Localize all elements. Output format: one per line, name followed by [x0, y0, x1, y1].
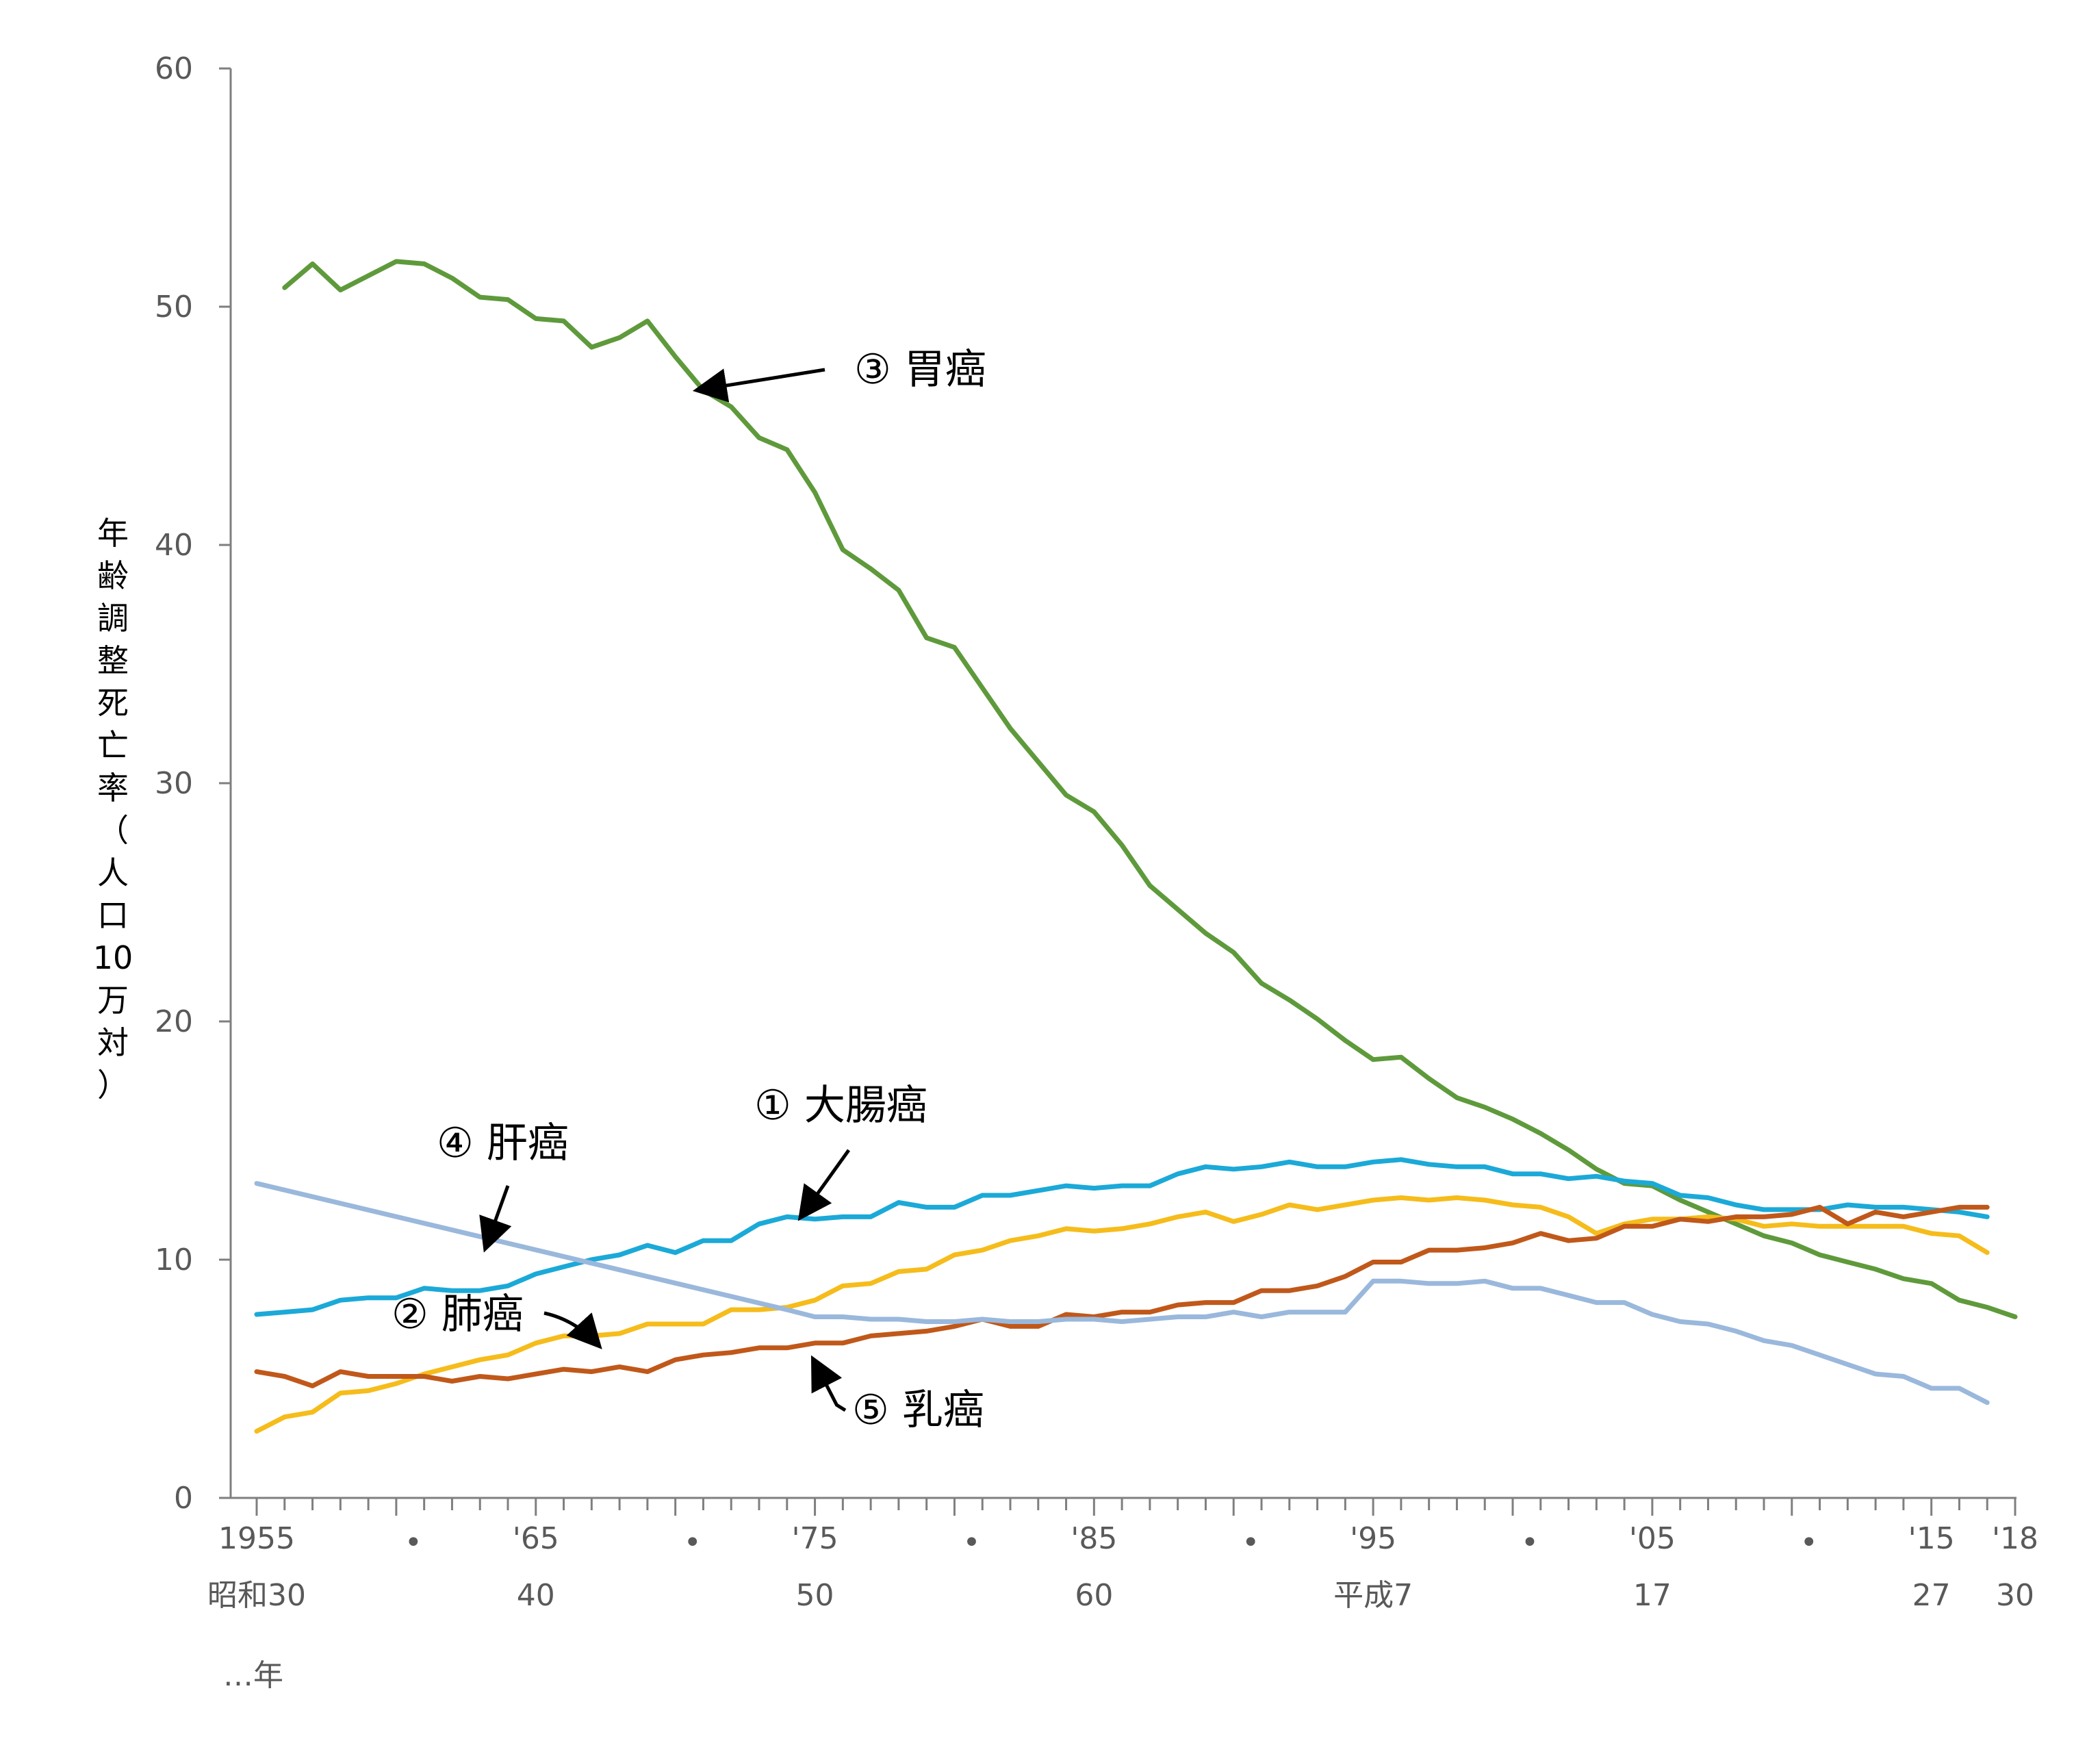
- annotation-arrow-breast: [810, 1355, 847, 1412]
- x-tick-label: '85: [1071, 1521, 1117, 1556]
- series-line-liver: [254, 1181, 1990, 1405]
- x-tick-label: •: [962, 1525, 980, 1560]
- y-tick-label: 50: [155, 290, 193, 325]
- annotation-arrow-colorectal: [797, 1149, 851, 1221]
- y-axis-label-char: （: [97, 812, 129, 849]
- y-axis-label-char: 人: [97, 854, 129, 891]
- annotation-label-liver: ④ 肝癌: [437, 1119, 569, 1167]
- x-tick-label: •: [405, 1525, 422, 1560]
- series-layer: [254, 259, 2018, 1434]
- annotation-label-lung: ② 肺癌: [392, 1290, 524, 1338]
- axes: 0 10 20 30 40 50 60 1955 昭和30 • '65 40 • '75 50 • '85 60…: [155, 51, 2038, 1613]
- y-axis-label-char: 整: [97, 642, 129, 679]
- x-tick-label: '18: [1992, 1521, 2038, 1556]
- y-axis-label-char: 口: [97, 897, 129, 934]
- y-axis-label-char: 対: [97, 1024, 129, 1061]
- annotation-label-colorectal: ① 大腸癌: [754, 1082, 927, 1130]
- x-tick-era-label: 30: [1996, 1578, 2034, 1613]
- y-axis-label-char: 率: [97, 769, 129, 806]
- x-tick-era-label: 50: [796, 1578, 834, 1613]
- x-tick-era-label: 平成7: [1333, 1578, 1413, 1613]
- x-tick-era-label: 17: [1633, 1578, 1672, 1613]
- x-tick-era-label: 27: [1912, 1578, 1951, 1613]
- x-tick-label: •: [1521, 1525, 1539, 1560]
- series-line-colorectal: [254, 1157, 1990, 1317]
- x-tick-era-label: 昭和30: [207, 1578, 306, 1613]
- y-axis-label-char: 年: [97, 515, 129, 552]
- x-tick-label: '15: [1908, 1521, 1955, 1556]
- series-line-lung: [254, 1195, 1990, 1434]
- x-tick-label: '75: [792, 1521, 838, 1556]
- x-tick-label: •: [684, 1525, 702, 1560]
- y-tick-label: 10: [155, 1243, 193, 1277]
- y-tick-label: 20: [155, 1004, 193, 1039]
- annotation-arrow-stomach: [692, 368, 825, 403]
- x-tick-era-label: 60: [1075, 1578, 1113, 1613]
- x-tick-label: '95: [1350, 1521, 1396, 1556]
- annotation-arrow-lung: [543, 1311, 602, 1349]
- y-tick-label: 60: [155, 51, 193, 86]
- x-ticks: 1955 昭和30 • '65 40 • '75 50 • '85 60 • '95 平成7 • '05 17 •…: [207, 1498, 2038, 1613]
- y-ticks: 0 10 20 30 40 50 60: [155, 51, 231, 1516]
- y-axis-label-char: 齢: [97, 557, 129, 594]
- annotation-label-breast: ⑤ 乳癌: [852, 1386, 984, 1434]
- x-tick-label: •: [1800, 1525, 1818, 1560]
- y-axis-label-char: 死: [97, 685, 129, 722]
- y-tick-label: 40: [155, 528, 193, 563]
- y-axis-label-char: 亡: [97, 727, 129, 764]
- y-tick-label: 0: [174, 1481, 193, 1516]
- x-tick-label: •: [1242, 1525, 1259, 1560]
- x-tick-label: 1955: [218, 1521, 295, 1556]
- y-axis-label-char: 10: [93, 939, 133, 976]
- annotation-arrow-liver: [479, 1185, 512, 1253]
- x-tick-era-label: 40: [517, 1578, 555, 1613]
- y-axis-label-char: 万: [97, 982, 129, 1019]
- y-axis-label-char: ）: [97, 1067, 129, 1104]
- annotations-layer: ③ 胃癌 ① 大腸癌 ④ 肝癌 ② 肺癌 ⑤ 乳癌: [392, 346, 986, 1434]
- y-tick-label: 30: [155, 766, 193, 801]
- year-unit-label: …年: [223, 1658, 283, 1693]
- x-tick-label: '65: [513, 1521, 559, 1556]
- x-tick-label: '05: [1629, 1521, 1676, 1556]
- y-axis-label-char: 調: [97, 600, 129, 637]
- series-line-breast: [254, 1204, 1990, 1388]
- annotation-label-stomach: ③ 胃癌: [854, 346, 986, 394]
